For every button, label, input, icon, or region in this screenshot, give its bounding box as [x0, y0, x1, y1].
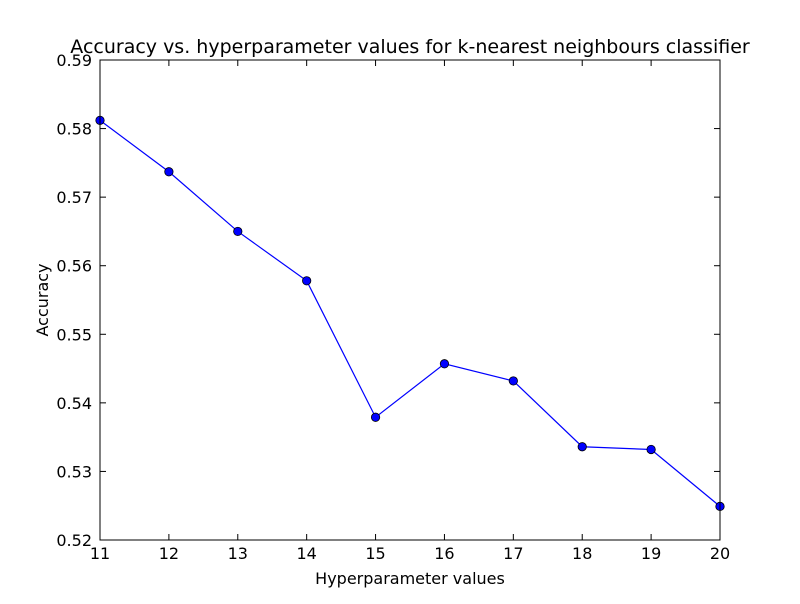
data-point — [439, 359, 450, 369]
series-line — [99, 119, 721, 507]
data-point — [370, 412, 381, 422]
data-point — [646, 444, 656, 455]
x-tick-label: 12 — [159, 544, 179, 563]
y-tick-label: 0.58 — [56, 120, 92, 139]
x-tick-label: 14 — [296, 544, 316, 563]
data-markers — [95, 115, 725, 511]
x-tick-label: 17 — [503, 544, 523, 563]
data-point — [233, 226, 243, 237]
x-tick-label: 15 — [365, 544, 385, 563]
y-tick-label: 0.54 — [56, 394, 92, 413]
x-tick-label: 19 — [641, 544, 661, 563]
chart-title: Accuracy vs. hyperparameter values for k… — [70, 36, 750, 58]
y-tick-label: 0.53 — [56, 462, 92, 481]
data-point — [508, 376, 518, 386]
x-tick-label: 11 — [90, 544, 110, 563]
y-axis-label: Accuracy — [33, 263, 52, 336]
data-point — [302, 276, 312, 286]
data-point — [577, 442, 587, 452]
x-axis-ticks: 11 12 13 14 15 16 17 18 19 20 — [90, 60, 730, 563]
x-axis-label: Hyperparameter values — [315, 569, 505, 588]
y-tick-label: 0.52 — [56, 531, 92, 550]
y-tick-label: 0.55 — [56, 325, 92, 344]
x-tick-label: 20 — [710, 544, 730, 563]
y-axis-ticks: 0.52 0.53 0.54 0.55 0.56 0.57 0.58 0.59 — [56, 51, 720, 550]
y-tick-label: 0.56 — [56, 257, 92, 276]
x-tick-label: 16 — [434, 544, 454, 563]
x-tick-label: 18 — [572, 544, 592, 563]
y-tick-label: 0.59 — [56, 51, 92, 70]
plot-frame — [99, 59, 721, 541]
data-point — [164, 167, 174, 177]
y-tick-label: 0.57 — [56, 188, 92, 207]
x-tick-label: 13 — [228, 544, 248, 563]
